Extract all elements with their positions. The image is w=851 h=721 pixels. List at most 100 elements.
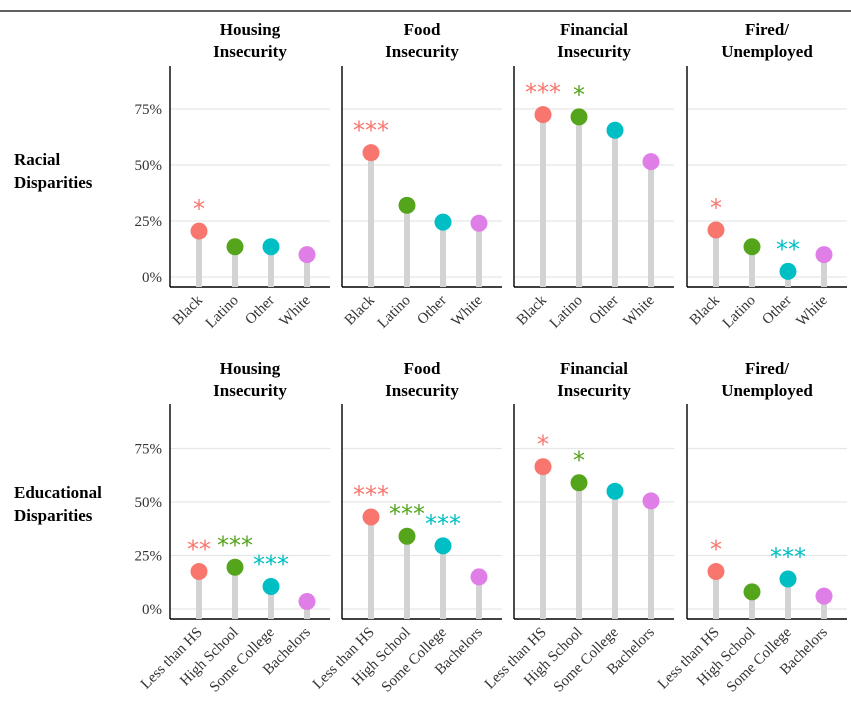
panel-title: Insecurity xyxy=(213,381,287,400)
x-tick-label: Latino xyxy=(720,293,759,332)
y-tick-label: 75% xyxy=(135,442,163,458)
row-label-line: Racial xyxy=(14,150,61,169)
lollipop-point xyxy=(190,222,208,240)
y-tick-label: 0% xyxy=(142,270,162,286)
panel-title: Financial xyxy=(560,20,628,39)
lollipop-point xyxy=(815,246,833,264)
lollipop-point xyxy=(815,587,833,605)
y-tick-label: 25% xyxy=(135,214,163,230)
row-educational: Educational Disparities Housing Insecurity 0… xyxy=(14,359,847,696)
lollipop-point xyxy=(743,238,761,256)
significance-stars: * xyxy=(537,431,549,459)
lollipop-point xyxy=(606,121,624,139)
row-label-line: Disparities xyxy=(14,506,93,525)
lollipop-point xyxy=(534,458,552,476)
panel-title: Food xyxy=(404,359,441,378)
significance-stars: * xyxy=(573,447,585,475)
panel-title: Fired/ xyxy=(745,359,789,378)
lollipop-point xyxy=(470,568,488,586)
x-tick-label: White xyxy=(277,292,314,329)
panel-title: Insecurity xyxy=(557,381,631,400)
row-racial: Racial Disparities Housing Insecurity 0% 25% 5… xyxy=(14,20,847,332)
x-tick-label: White xyxy=(621,292,658,329)
lollipop-point xyxy=(434,213,452,231)
x-tick-label: White xyxy=(794,292,831,329)
x-tick-label: Latino xyxy=(375,293,414,332)
significance-stars: * xyxy=(710,194,722,222)
lollipop-point xyxy=(570,474,588,492)
panel-housing-insecurity: Housing Insecurity 0% 25% 50% 75% * BlackLatino… xyxy=(135,20,330,332)
panel-title: Unemployed xyxy=(721,42,813,61)
significance-stars: * xyxy=(710,536,722,564)
significance-stars: ** xyxy=(187,536,211,564)
significance-stars: *** xyxy=(217,531,253,559)
panel-title: Insecurity xyxy=(557,42,631,61)
significance-stars: *** xyxy=(353,117,389,145)
x-tick-label: Black xyxy=(687,292,723,328)
significance-stars: * xyxy=(573,81,585,109)
x-tick-label: Latino xyxy=(547,293,586,332)
significance-stars: *** xyxy=(525,79,561,107)
panel-title: Fired/ xyxy=(745,20,789,39)
y-tick-label: 0% xyxy=(142,602,162,618)
lollipop-point xyxy=(362,144,380,162)
significance-stars: *** xyxy=(770,543,806,571)
lollipop-point xyxy=(642,153,660,171)
y-tick-label: 50% xyxy=(135,495,163,511)
significance-stars: *** xyxy=(389,500,425,528)
lollipop-point xyxy=(298,246,316,264)
y-tick-label: 25% xyxy=(135,549,163,565)
lollipop-point xyxy=(642,492,660,510)
lollipop-point xyxy=(707,221,725,239)
panel-financial-insecurity: Financial Insecurity *** Black * Latino OtherW… xyxy=(513,20,674,332)
row-label-line: Disparities xyxy=(14,173,93,192)
x-tick-label: Black xyxy=(514,292,550,328)
lollipop-point xyxy=(362,508,380,526)
lollipop-point xyxy=(743,583,761,601)
x-tick-label: Black xyxy=(342,292,378,328)
panel-title: Housing xyxy=(220,359,281,378)
row-label-line: Educational xyxy=(14,483,102,502)
lollipop-point xyxy=(707,563,725,581)
panel-title: Insecurity xyxy=(213,42,287,61)
lollipop-point xyxy=(534,106,552,124)
lollipop-point xyxy=(779,570,797,588)
lollipop-point xyxy=(606,482,624,500)
lollipop-point xyxy=(398,527,416,545)
panel-title: Financial xyxy=(560,359,628,378)
panel-title: Insecurity xyxy=(385,42,459,61)
panel-title: Food xyxy=(404,20,441,39)
significance-stars: * xyxy=(193,195,205,223)
significance-stars: *** xyxy=(253,551,289,579)
lollipop-point xyxy=(398,196,416,214)
significance-stars: *** xyxy=(353,481,389,509)
x-tick-label: Black xyxy=(170,292,206,328)
significance-stars: *** xyxy=(425,510,461,538)
lollipop-point xyxy=(190,563,208,581)
x-tick-label: Latino xyxy=(203,293,242,332)
lollipop-point xyxy=(262,578,280,596)
lollipop-point xyxy=(470,214,488,232)
lollipop-point xyxy=(434,537,452,555)
lollipop-point xyxy=(262,238,280,256)
x-tick-label: White xyxy=(449,292,486,329)
panel-title: Housing xyxy=(220,20,281,39)
lollipop-point xyxy=(226,238,244,256)
panel-title: Unemployed xyxy=(721,381,813,400)
lollipop-point xyxy=(570,108,588,126)
lollipop-point xyxy=(779,262,797,280)
y-tick-label: 50% xyxy=(135,158,163,174)
significance-stars: ** xyxy=(776,235,800,263)
lollipop-point xyxy=(298,593,316,611)
y-tick-label: 75% xyxy=(135,102,163,118)
x-tick-label: Other xyxy=(759,293,794,328)
x-tick-label: Other xyxy=(414,293,449,328)
x-tick-label: Other xyxy=(586,293,621,328)
